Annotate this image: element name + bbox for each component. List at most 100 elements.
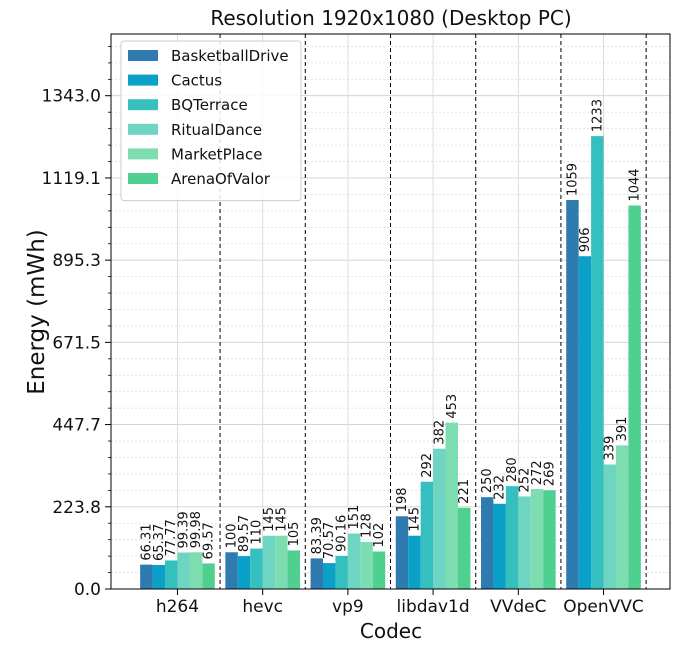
bar (591, 136, 604, 589)
legend-swatch (128, 173, 158, 184)
bar (445, 422, 458, 589)
y-tick-label: 223.8 (52, 498, 101, 518)
bar (360, 541, 373, 589)
x-tick-label: vp9 (332, 597, 364, 617)
y-tick-label: 1343.0 (42, 87, 101, 107)
bars (140, 136, 641, 589)
bar-value-label: 99.39 (177, 511, 192, 548)
legend-entry-label: BQTerrace (171, 96, 248, 114)
plot-frame (110, 33, 671, 590)
x-axis-label: Codec (360, 619, 422, 643)
bar-value-label: 339 (603, 436, 618, 461)
bar (140, 564, 153, 589)
bar-value-label: 105 (287, 522, 302, 547)
y-tick-label: 1119.1 (42, 169, 101, 189)
bar (177, 552, 190, 589)
bar-value-label: 99.98 (189, 511, 204, 548)
bar-value-label: 70.57 (322, 522, 337, 559)
y-tick-label: 447.7 (52, 416, 101, 436)
bar (578, 256, 592, 589)
bar (310, 558, 324, 589)
axes: 0.0 223.8 447.7 671.5 895.3 1119.1 1343.0 h264 h… (42, 33, 671, 617)
bar (335, 555, 348, 589)
bar-value-label: 250 (480, 468, 495, 493)
bar-value-labels: 66.31 100 83.39 198 250 1059 65.37 89.57 70.57 14… (139, 99, 642, 561)
bar (395, 516, 409, 589)
bar-value-label: 83.39 (310, 517, 325, 554)
bar-value-label: 453 (445, 394, 460, 419)
bar-value-label: 1059 (565, 163, 580, 196)
bar-value-label: 77.77 (164, 519, 179, 556)
legend-swatch (128, 123, 158, 135)
bar-value-label: 90.16 (335, 515, 350, 552)
y-tick-label: 0.0 (74, 580, 101, 600)
bar-value-label: 69.57 (202, 522, 217, 559)
bar (530, 489, 544, 589)
bar (287, 550, 301, 589)
x-tick-label: libdav1d (397, 597, 470, 617)
bar (152, 564, 166, 589)
bar (372, 551, 386, 589)
bar (505, 486, 519, 589)
bar (237, 556, 251, 589)
bar-value-label: 110 (249, 520, 264, 545)
bar (457, 507, 471, 589)
legend-swatch (128, 74, 158, 86)
bar-value-label: 102 (372, 523, 387, 548)
bar (566, 200, 579, 589)
bar (250, 548, 263, 589)
bar (347, 533, 361, 589)
legend-entry-label: RitualDance (171, 121, 262, 139)
bar-value-label: 221 (457, 479, 472, 504)
bar (480, 497, 494, 589)
bar (202, 563, 215, 589)
legend-box (120, 40, 302, 202)
legend-entry-label: BasketballDrive (171, 47, 289, 65)
bar-value-label: 269 (542, 461, 557, 486)
bar-value-label: 145 (407, 507, 422, 532)
bar-value-label: 391 (615, 417, 630, 442)
bar (165, 560, 178, 589)
legend-swatch (128, 50, 158, 61)
bar (225, 552, 238, 589)
y-axis-label: Energy (mWh) (24, 229, 50, 395)
bar-value-label: 128 (360, 513, 375, 538)
bar (275, 535, 288, 589)
legend-swatch (128, 148, 158, 160)
bar (603, 464, 616, 589)
bar-value-label: 232 (493, 475, 508, 500)
y-tick-label: 671.5 (52, 333, 101, 353)
legend-entry-label: Cactus (171, 72, 222, 90)
bar-value-label: 65.37 (152, 524, 167, 561)
bar-value-label: 89.57 (237, 515, 252, 552)
x-tick-label: OpenVVC (563, 597, 644, 617)
bar (493, 503, 506, 589)
legend-entry-label: ArenaOfValor (171, 170, 271, 188)
legend-swatch (128, 99, 158, 111)
bar-value-label: 198 (395, 487, 410, 512)
bar (262, 535, 276, 589)
bar (628, 205, 641, 589)
bar (408, 535, 421, 589)
legend: BasketballDrive Cactus BQTerrace RitualDanc… (120, 40, 302, 202)
bar-value-label: 1233 (590, 99, 605, 132)
bar (543, 490, 556, 589)
bar (615, 445, 629, 589)
chart-title: Resolution 1920x1080 (Desktop PC) (210, 6, 571, 30)
bar (323, 563, 336, 589)
bar-value-label: 252 (518, 468, 533, 493)
y-tick-label: 895.3 (52, 251, 101, 271)
x-tick-label: h264 (156, 597, 199, 617)
bar-value-label: 382 (432, 420, 447, 445)
bar-value-label: 292 (420, 453, 435, 478)
bar-value-label: 145 (274, 507, 289, 532)
bar (433, 448, 446, 589)
bar-value-label: 272 (530, 460, 545, 485)
x-tick-label: hevc (242, 597, 283, 617)
bar-value-label: 906 (578, 227, 593, 252)
bar (420, 481, 434, 589)
bar (518, 496, 531, 589)
bar-value-label: 66.31 (139, 523, 154, 560)
